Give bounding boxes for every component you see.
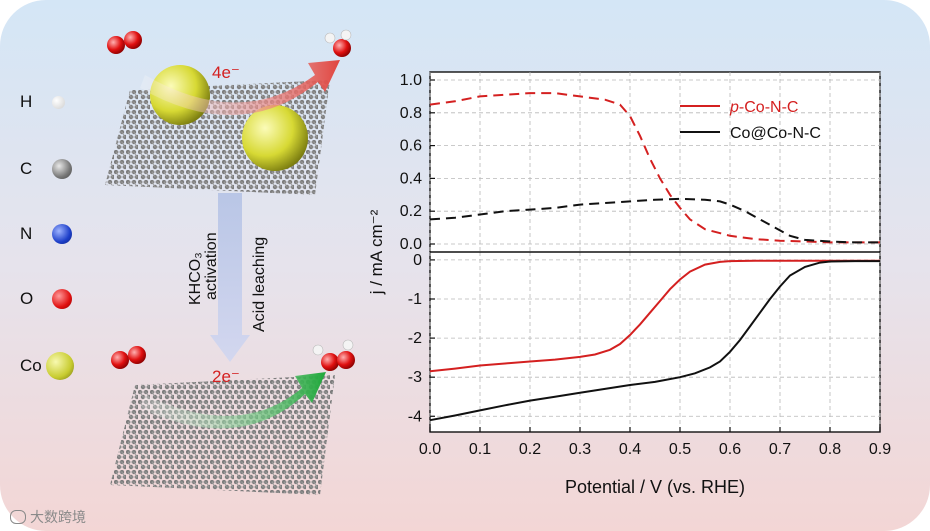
process-step-activation: activation xyxy=(203,232,220,300)
catalyst-schematic: 4e⁻ KHCO₃ activation Acid leaching 2e⁻ xyxy=(105,29,355,495)
bottom-electron-label: 2e⁻ xyxy=(212,367,240,386)
x-tick-label: 0.2 xyxy=(519,441,541,458)
chart-axes: 0.00.20.40.60.81.0-4-3-2-100.0 0.1 0.2 0.3 0… xyxy=(400,72,891,458)
atom-label-h: H xyxy=(20,92,33,111)
atom-legend-c: C xyxy=(20,154,72,184)
series-line-top-co-co-n-c xyxy=(429,197,880,244)
x-tick-label: 0.4 xyxy=(619,441,641,458)
y-tick-label: 0.4 xyxy=(400,170,422,187)
o2-molecule-top-b xyxy=(124,31,142,49)
atom-label-n: N xyxy=(20,224,33,243)
atom-legend: H C N O Co xyxy=(0,0,110,531)
legend-label-p-rest: -Co-N-C xyxy=(739,99,799,116)
atom-label-o: O xyxy=(20,289,34,308)
co-nanoparticle-2 xyxy=(242,105,308,171)
y-tick-label: 0.2 xyxy=(400,203,422,220)
x-tick-label: 0.5 xyxy=(669,441,691,458)
y-tick-label: -3 xyxy=(408,369,422,386)
cobalt-ball-icon xyxy=(46,352,74,380)
chart-legend: p-Co-N-C Co@Co-N-C xyxy=(680,99,821,142)
o2-molecule-top-a xyxy=(107,36,125,54)
atom-legend-n: N xyxy=(20,219,72,249)
h2o2-h1 xyxy=(312,344,324,356)
h2o2-h2 xyxy=(342,339,354,351)
nitrogen-ball-icon xyxy=(52,224,72,244)
o2-molecule-bottom-a xyxy=(111,351,129,369)
h2o-top-h1 xyxy=(324,32,336,44)
hydrogen-ball-icon xyxy=(52,95,65,109)
legend-label-co-co-n-c: Co@Co-N-C xyxy=(730,125,821,142)
x-tick-label: 0.1 xyxy=(469,441,491,458)
y-tick-label: -2 xyxy=(408,330,422,347)
oxygen-ball-icon xyxy=(52,289,72,309)
y-tick-label: 0.8 xyxy=(400,105,422,122)
process-step-khco3: KHCO₃ xyxy=(187,252,204,305)
green-2e-arrow xyxy=(140,372,326,429)
process-step-acid-leaching: Acid leaching xyxy=(251,237,268,332)
x-tick-label: 0.7 xyxy=(769,441,791,458)
h2o-top-h2 xyxy=(340,29,352,41)
legend-label-p-prefix: p xyxy=(729,99,739,116)
watermark: 大数跨境 xyxy=(10,507,86,527)
x-tick-label: 0.8 xyxy=(819,441,841,458)
y-tick-label: 0 xyxy=(413,252,422,269)
watermark-logo-icon xyxy=(10,510,26,524)
y-tick-label: -1 xyxy=(408,291,422,308)
h2o-top-o xyxy=(333,39,351,57)
chart-grid xyxy=(429,72,881,432)
process-down-arrow xyxy=(210,193,250,362)
x-tick-label: 0.3 xyxy=(569,441,591,458)
series-line-bottom-p-co-n-c xyxy=(429,259,880,373)
series-line-top-p-co-n-c xyxy=(429,92,880,244)
x-tick-label: 0.0 xyxy=(419,441,441,458)
chart-series xyxy=(429,92,880,422)
y-tick-label: 1.0 xyxy=(400,72,422,89)
atom-legend-co: Co xyxy=(20,351,74,381)
carbon-ball-icon xyxy=(52,159,72,179)
y-tick-label: 0.0 xyxy=(400,236,422,253)
atom-legend-o: O xyxy=(20,284,72,314)
series-line-bottom-co-co-n-c xyxy=(429,260,880,422)
y-tick-label: -4 xyxy=(408,408,422,425)
top-electron-label: 4e⁻ xyxy=(212,63,240,82)
watermark-text: 大数跨境 xyxy=(30,509,86,525)
x-axis-title: Potential / V (vs. RHE) xyxy=(565,477,745,497)
y-axis-title: j / mA cm⁻² xyxy=(367,209,386,295)
h2o2-o2 xyxy=(337,351,355,369)
h2o2-o1 xyxy=(321,353,339,371)
y-tick-label: 0.6 xyxy=(400,138,422,155)
atom-label-co: Co xyxy=(20,356,42,375)
o2-molecule-bottom-b xyxy=(128,346,146,364)
red-4e-arrow xyxy=(140,60,340,116)
x-tick-label: 0.6 xyxy=(719,441,741,458)
x-tick-label: 0.9 xyxy=(869,441,891,458)
legend-label-p-co-n-c: p-Co-N-C xyxy=(729,99,798,116)
atom-legend-h: H xyxy=(20,87,65,117)
atom-label-c: C xyxy=(20,159,33,178)
